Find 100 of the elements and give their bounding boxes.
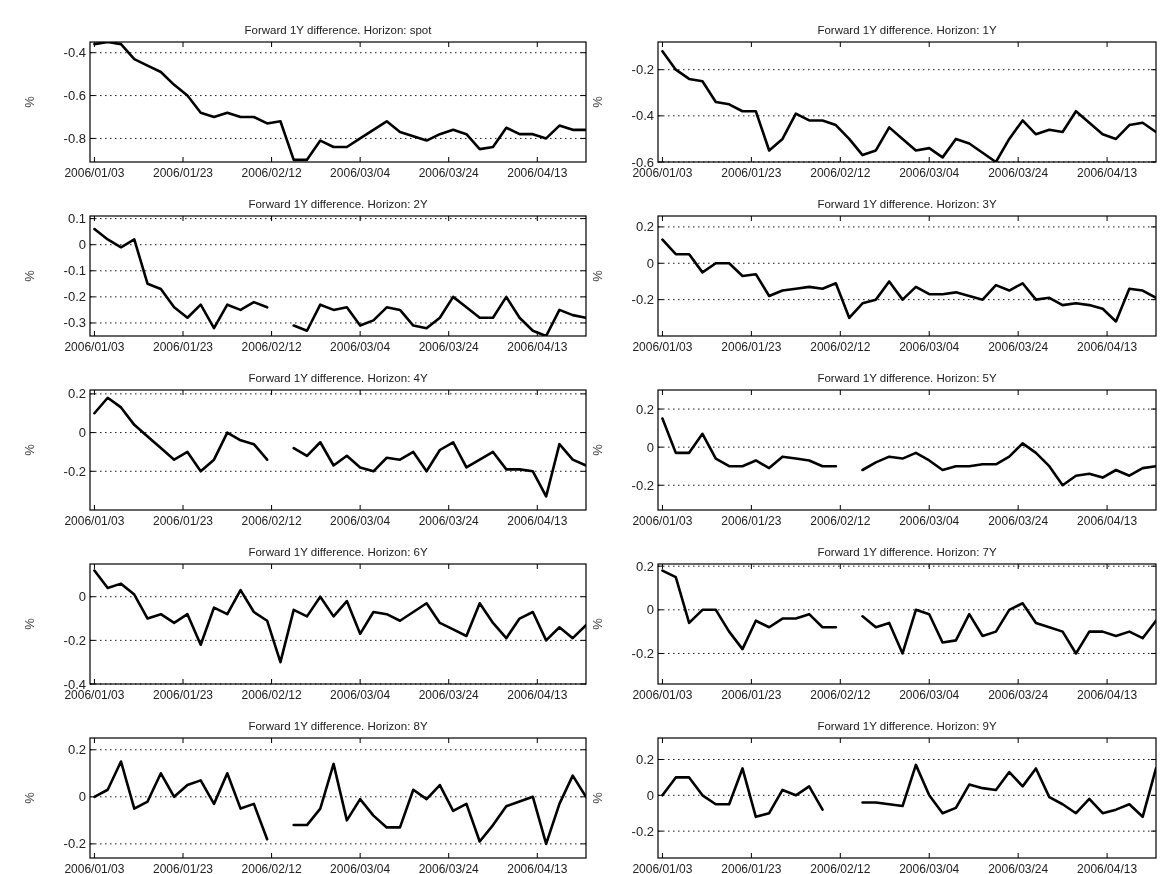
x-tick-label: 2006/01/23: [721, 340, 782, 354]
x-tick-label: 2006/01/03: [64, 514, 125, 528]
y-tick-label: 0: [646, 255, 654, 271]
y-tick-label: 0.2: [67, 742, 86, 758]
y-axis-title: %: [590, 617, 605, 630]
x-tick-label: 2006/03/24: [988, 166, 1049, 180]
x-tick-label: 2006/04/13: [507, 514, 568, 528]
x-tick-label: 2006/04/13: [1077, 340, 1138, 354]
y-axis-title: %: [22, 269, 37, 282]
x-tick-label: 2006/02/12: [810, 340, 871, 354]
x-tick-label: 2006/02/12: [241, 862, 302, 874]
y-tick-label: 0.2: [635, 219, 654, 235]
x-tick-label: 2006/04/13: [507, 166, 568, 180]
y-tick-label: -0.2: [631, 645, 654, 661]
x-tick-label: 2006/01/23: [721, 514, 782, 528]
y-tick-label: -0.2: [63, 836, 86, 852]
x-tick-label: 2006/04/13: [1077, 688, 1138, 702]
y-axis-title: %: [22, 617, 37, 630]
y-tick-label: -0.3: [63, 315, 86, 331]
chart-title: Forward 1Y difference. Horizon: 7Y: [817, 546, 997, 558]
y-tick-label: 0: [646, 787, 654, 803]
x-tick-label: 2006/03/04: [330, 862, 391, 874]
x-tick-label: 2006/01/03: [632, 514, 693, 528]
x-tick-label: 2006/01/03: [632, 688, 693, 702]
y-tick-label: -0.2: [63, 289, 86, 305]
x-tick-label: 2006/03/24: [418, 688, 480, 702]
y-tick-label: 0.2: [67, 386, 86, 402]
chart-title: Forward 1Y difference. Horizon: 5Y: [817, 372, 997, 384]
y-tick-label: -0.2: [631, 477, 654, 493]
x-tick-label: 2006/03/04: [899, 514, 960, 528]
x-tick-label: 2006/01/03: [64, 862, 125, 874]
x-tick-label: 2006/04/13: [1077, 862, 1138, 874]
x-tick-label: 2006/01/23: [721, 862, 782, 874]
x-tick-label: 2006/01/23: [721, 166, 782, 180]
x-tick-label: 2006/02/12: [810, 514, 871, 528]
x-tick-label: 2006/04/13: [1077, 166, 1138, 180]
chart-title: Forward 1Y difference. Horizon: 3Y: [817, 198, 997, 210]
chart-title: Forward 1Y difference. Horizon: 4Y: [248, 372, 428, 384]
y-axis-title: %: [22, 443, 37, 456]
x-tick-label: 2006/03/04: [899, 340, 960, 354]
x-tick-label: 2006/01/23: [152, 862, 214, 874]
y-tick-label: -0.2: [631, 292, 654, 308]
y-axis-title: %: [22, 95, 37, 108]
y-axis-title: %: [22, 791, 37, 804]
x-tick-label: 2006/04/13: [507, 688, 568, 702]
x-tick-label: 2006/03/24: [988, 688, 1049, 702]
x-tick-label: 2006/01/23: [152, 688, 214, 702]
x-tick-label: 2006/03/04: [330, 166, 391, 180]
x-tick-label: 2006/03/04: [899, 166, 960, 180]
y-tick-label: -0.4: [63, 45, 86, 61]
x-tick-label: 2006/04/13: [507, 340, 568, 354]
y-tick-label: -0.1: [63, 263, 86, 279]
chart-title: Forward 1Y difference. Horizon: spot: [244, 24, 433, 36]
x-tick-label: 2006/01/23: [721, 688, 782, 702]
chart-title: Forward 1Y difference. Horizon: 9Y: [817, 720, 997, 732]
y-tick-label: 0: [78, 589, 86, 605]
x-tick-label: 2006/02/12: [241, 688, 302, 702]
chart-title: Forward 1Y difference. Horizon: 2Y: [248, 198, 428, 210]
y-tick-label: 0.2: [635, 751, 654, 767]
x-tick-label: 2006/02/12: [810, 166, 871, 180]
x-tick-label: 2006/03/24: [988, 340, 1049, 354]
x-tick-label: 2006/03/24: [418, 514, 480, 528]
x-tick-label: 2006/02/12: [241, 166, 302, 180]
x-tick-label: 2006/02/12: [810, 688, 871, 702]
x-tick-label: 2006/01/03: [64, 166, 125, 180]
x-tick-label: 2006/01/03: [632, 862, 693, 874]
y-tick-label: -0.4: [631, 108, 654, 124]
y-tick-label: 0: [646, 439, 654, 455]
y-tick-label: 0: [78, 789, 86, 805]
x-tick-label: 2006/04/13: [1077, 514, 1138, 528]
x-tick-label: 2006/03/04: [330, 514, 391, 528]
y-axis-title: %: [590, 791, 605, 804]
x-tick-label: 2006/02/12: [241, 514, 302, 528]
y-tick-label: 0: [78, 425, 86, 441]
y-tick-label: 0: [646, 602, 654, 618]
y-tick-label: -0.2: [631, 62, 654, 78]
x-tick-label: 2006/03/24: [418, 166, 480, 180]
x-tick-label: 2006/02/12: [810, 862, 871, 874]
y-tick-label: -0.2: [63, 632, 86, 648]
x-tick-label: 2006/03/24: [418, 340, 480, 354]
y-tick-label: 0: [78, 237, 86, 253]
x-tick-label: 2006/01/03: [632, 340, 693, 354]
x-tick-label: 2006/01/03: [64, 340, 125, 354]
y-tick-label: 0.1: [67, 211, 86, 227]
y-tick-label: -0.8: [63, 130, 86, 146]
x-tick-label: 2006/01/03: [632, 166, 693, 180]
y-axis-title: %: [590, 269, 605, 282]
y-tick-label: 0.2: [635, 558, 654, 574]
x-tick-label: 2006/03/24: [988, 514, 1049, 528]
chart-title: Forward 1Y difference. Horizon: 1Y: [817, 24, 997, 36]
y-tick-label: 0.2: [635, 401, 654, 417]
x-tick-label: 2006/01/23: [152, 340, 214, 354]
y-axis-title: %: [590, 95, 605, 108]
x-tick-label: 2006/03/24: [988, 862, 1049, 874]
chart-title: Forward 1Y difference. Horizon: 8Y: [248, 720, 428, 732]
y-tick-label: -0.6: [63, 88, 86, 104]
x-tick-label: 2006/03/04: [330, 340, 391, 354]
x-tick-label: 2006/02/12: [241, 340, 302, 354]
x-tick-label: 2006/03/04: [330, 688, 391, 702]
y-axis-title: %: [590, 443, 605, 456]
